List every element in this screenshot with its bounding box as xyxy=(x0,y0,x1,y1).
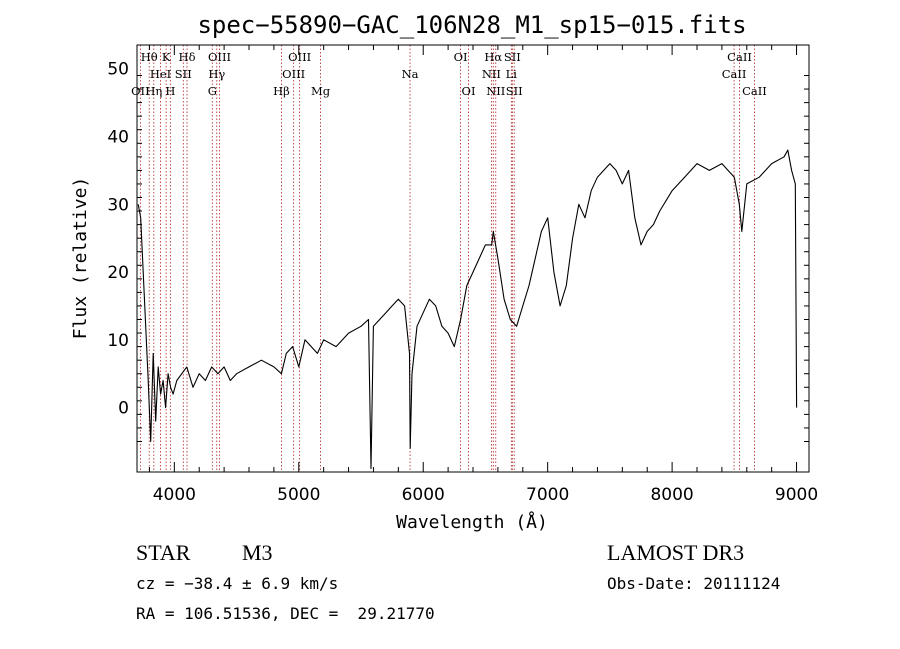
line-marker-label: Hβ xyxy=(273,84,290,98)
y-tick-label: 10 xyxy=(107,331,129,351)
line-marker-label: OIII xyxy=(282,67,305,81)
line-marker-label: SII xyxy=(504,50,521,64)
line-markers xyxy=(139,45,755,472)
x-tick-label: 9000 xyxy=(775,485,818,505)
survey-name: LAMOST DR3 xyxy=(607,540,745,565)
series-layer xyxy=(137,149,798,470)
line-marker-label: G xyxy=(208,84,217,98)
line-marker-label: NII xyxy=(482,67,501,81)
line-marker-label: Hη xyxy=(145,84,162,98)
line-marker-label: H xyxy=(165,84,175,98)
line-marker-label: OIII xyxy=(288,50,311,64)
plot-frame xyxy=(136,44,810,473)
y-tick-label: 0 xyxy=(118,399,129,419)
line-marker-label: Hα xyxy=(484,50,502,64)
line-marker-label: OII xyxy=(131,84,150,98)
line-marker-label: SII xyxy=(506,84,523,98)
object-type: STAR xyxy=(136,540,191,565)
line-marker-label: OI xyxy=(454,50,468,64)
y-tick-label: 40 xyxy=(107,128,129,148)
line-marker-label: Li xyxy=(506,67,518,81)
line-marker-label: CaII xyxy=(742,84,767,98)
redshift-cz: cz = −38.4 ± 6.9 km/s xyxy=(136,574,339,593)
line-marker-label: CaII xyxy=(727,50,752,64)
y-tick-label: 30 xyxy=(107,195,129,215)
line-marker-label: OI xyxy=(462,84,476,98)
y-tick-label: 20 xyxy=(107,263,129,283)
line-marker-label: OIII xyxy=(208,50,231,64)
chart-title: spec−55890−GAC_106N28_M1_sp15−015.fits xyxy=(197,11,746,39)
line-marker-label: Hθ xyxy=(141,50,158,64)
line-marker-label: Hγ xyxy=(208,67,225,81)
coordinates: RA = 106.51536, DEC = 29.21770 xyxy=(136,604,435,623)
spectral-subclass: M3 xyxy=(242,540,273,565)
line-marker-label: Na xyxy=(402,67,419,81)
y-ticks: 0 10 20 30 40 50 xyxy=(107,60,809,442)
line-marker-label: K xyxy=(162,50,171,64)
x-ticks: 4000 5000 6000 7000 8000 9000 xyxy=(148,45,818,505)
x-axis-label: Wavelength (Å) xyxy=(396,511,548,533)
line-marker-label: Mg xyxy=(311,84,331,98)
line-marker-label: NII xyxy=(486,84,505,98)
y-tick-label: 50 xyxy=(107,60,129,80)
x-tick-label: 5000 xyxy=(277,485,320,505)
line-marker-label: SII xyxy=(175,67,192,81)
x-tick-label: 4000 xyxy=(153,485,196,505)
line-marker-label: Hδ xyxy=(179,50,196,64)
line-marker-label: HeI xyxy=(150,67,171,81)
series-line-flux xyxy=(137,149,798,470)
x-tick-label: 6000 xyxy=(402,485,445,505)
line-marker-label: CaII xyxy=(722,67,747,81)
line-marker-labels: OIIHθHηHeIKHSIIHδGHγOIIIHβOIIIOIIIMgNaOI… xyxy=(131,50,767,98)
x-tick-label: 7000 xyxy=(526,485,569,505)
x-tick-label: 8000 xyxy=(650,485,693,505)
observation-date: Obs-Date: 20111124 xyxy=(607,574,781,593)
y-axis-label: Flux (relative) xyxy=(70,177,91,340)
